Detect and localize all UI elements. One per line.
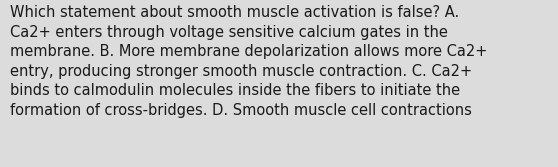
- Text: Which statement about smooth muscle activation is false? A.
Ca2+ enters through : Which statement about smooth muscle acti…: [10, 5, 488, 118]
